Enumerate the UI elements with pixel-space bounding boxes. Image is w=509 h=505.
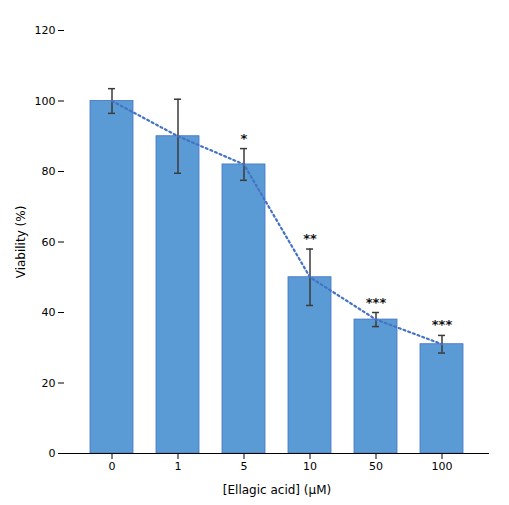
- svg-text:40: 40: [42, 306, 56, 319]
- svg-text:[Ellagic acid] (μM): [Ellagic acid] (μM): [223, 483, 331, 497]
- svg-text:**: **: [303, 231, 317, 246]
- svg-text:1: 1: [175, 460, 182, 473]
- svg-text:*: *: [241, 131, 248, 146]
- svg-text:Viability (%): Viability (%): [14, 206, 28, 279]
- svg-text:60: 60: [42, 236, 56, 249]
- svg-text:0: 0: [109, 460, 116, 473]
- svg-text:20: 20: [42, 377, 56, 390]
- svg-text:***: ***: [432, 317, 453, 332]
- svg-text:***: ***: [366, 295, 387, 310]
- svg-text:120: 120: [35, 24, 56, 37]
- svg-text:5: 5: [241, 460, 248, 473]
- svg-text:10: 10: [303, 460, 317, 473]
- svg-text:0: 0: [49, 447, 56, 460]
- svg-text:100: 100: [35, 95, 56, 108]
- svg-text:100: 100: [432, 460, 453, 473]
- svg-text:50: 50: [369, 460, 383, 473]
- svg-text:80: 80: [42, 165, 56, 178]
